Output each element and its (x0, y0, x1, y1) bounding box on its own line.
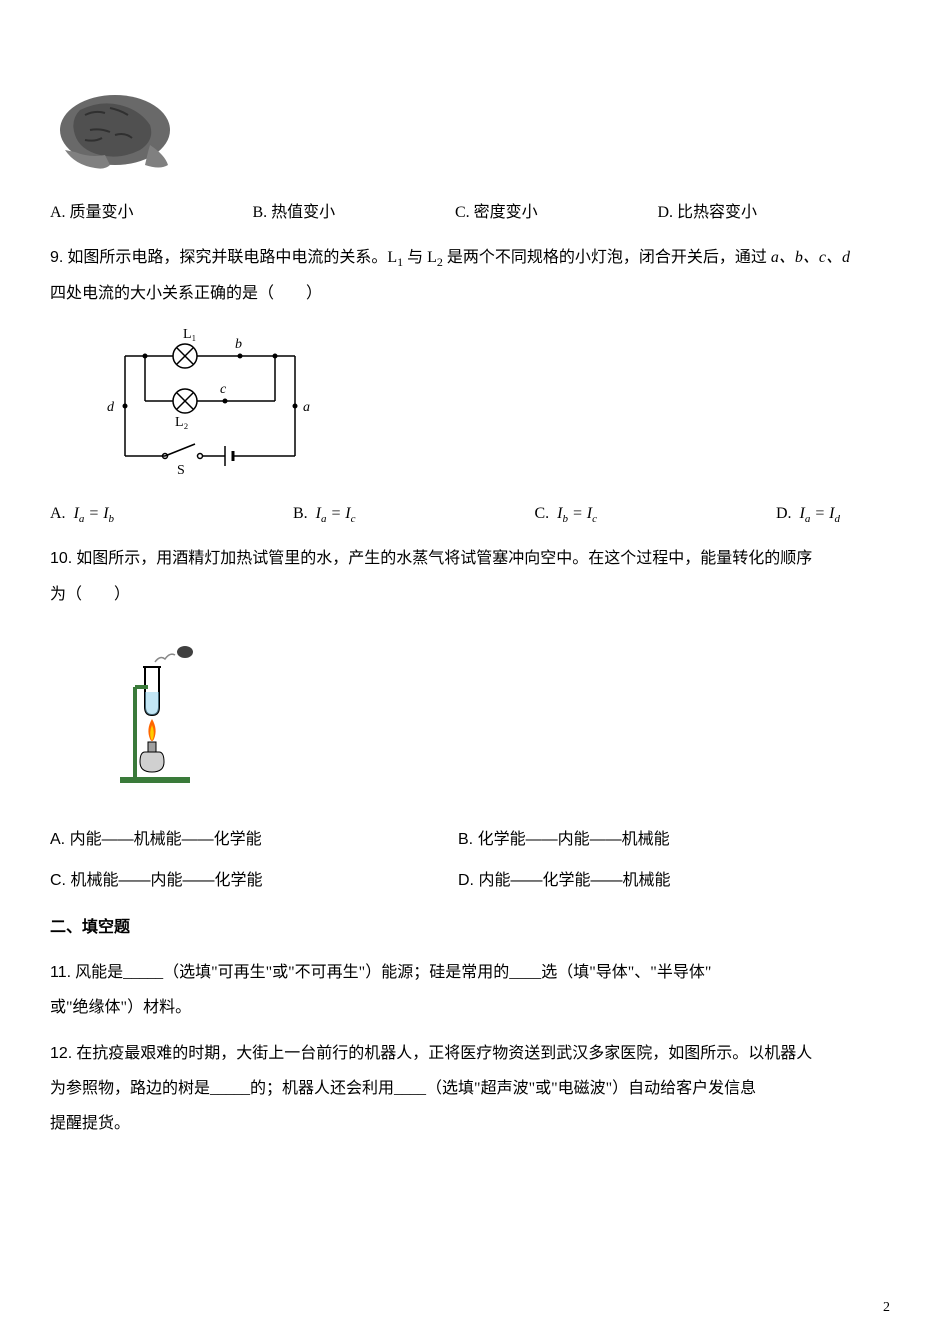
q8-option-a: A. 质量变小 (50, 195, 253, 230)
section2-heading: 二、填空题 (50, 910, 900, 945)
q9-number: 9. (50, 249, 63, 266)
svg-text:c: c (220, 382, 227, 397)
q9-text-line2: 四处电流的大小关系正确的是（ ） (50, 276, 900, 311)
formula-a: Ia = Ib (74, 496, 114, 531)
q11: 11. 风能是_____（选填"可再生"或"不可再生"）能源；硅是常用的____… (50, 955, 900, 1025)
q10-option-c: C. 机械能——内能——化学能 (50, 863, 458, 898)
q10-options-row1: A. 内能——机械能——化学能 B. 化学能——内能——机械能 (50, 822, 900, 857)
q9: 9. 如图所示电路，探究并联电路中电流的关系。L1 与 L2 是两个不同规格的小… (50, 240, 900, 311)
q11-text: 11. 风能是_____（选填"可再生"或"不可再生"）能源；硅是常用的____… (50, 955, 900, 990)
q8-options: A. 质量变小 B. 热值变小 C. 密度变小 D. 比热容变小 (50, 195, 900, 230)
q9-option-a: A. Ia = Ib (50, 496, 114, 531)
q9-options: A. Ia = Ib B. Ia = Ic C. Ib = Ic D. Ia =… (50, 496, 900, 531)
svg-text:L₂: L₂ (175, 415, 189, 430)
q9-text: 9. 如图所示电路，探究并联电路中电流的关系。L1 与 L2 是两个不同规格的小… (50, 240, 900, 276)
q11-number: 11. (50, 964, 71, 981)
q12-number: 12. (50, 1045, 72, 1062)
formula-d: Ia = Id (800, 496, 840, 531)
q11-text-line2: 或"绝缘体"）材料。 (50, 990, 900, 1025)
svg-text:b: b (235, 337, 242, 352)
q9-option-d: D. Ia = Id (776, 496, 840, 531)
q10-text-line2: 为（ ） (50, 577, 900, 612)
formula-c: Ib = Ic (557, 496, 597, 531)
q12-text-line2: 为参照物，路边的树是_____的；机器人还会利用____（选填"超声波"或"电磁… (50, 1071, 900, 1106)
svg-text:a: a (303, 400, 310, 415)
page-number: 2 (883, 1293, 890, 1324)
svg-text:d: d (107, 400, 115, 415)
q12-text: 12. 在抗疫最艰难的时期，大街上一台前行的机器人，正将医疗物资送到武汉多家医院… (50, 1036, 900, 1071)
q10-text: 10. 如图所示，用酒精灯加热试管里的水，产生的水蒸气将试管塞冲向空中。在这个过… (50, 541, 900, 576)
svg-text:L₁: L₁ (183, 327, 196, 342)
brain-image (50, 80, 180, 175)
q10-number: 10. (50, 550, 72, 567)
formula-b: Ia = Ic (316, 496, 356, 531)
q10-option-a: A. 内能——机械能——化学能 (50, 822, 458, 857)
q8-option-d: D. 比热容变小 (658, 195, 861, 230)
q10-option-d: D. 内能——化学能——机械能 (458, 863, 900, 898)
q8-option-b: B. 热值变小 (253, 195, 456, 230)
q10-option-b: B. 化学能——内能——机械能 (458, 822, 900, 857)
q9-option-b: B. Ia = Ic (293, 496, 356, 531)
q9-option-c: C. Ib = Ic (534, 496, 597, 531)
q10: 10. 如图所示，用酒精灯加热试管里的水，产生的水蒸气将试管塞冲向空中。在这个过… (50, 541, 900, 611)
circuit-diagram: L₁ b L₂ c d a S (95, 326, 325, 486)
q10-options-row2: C. 机械能——内能——化学能 D. 内能——化学能——机械能 (50, 863, 900, 898)
lamp-diagram (100, 637, 220, 797)
q12: 12. 在抗疫最艰难的时期，大街上一台前行的机器人，正将医疗物资送到武汉多家医院… (50, 1036, 900, 1142)
q12-text-line3: 提醒提货。 (50, 1106, 900, 1141)
svg-text:S: S (177, 463, 185, 478)
q8-option-c: C. 密度变小 (455, 195, 658, 230)
